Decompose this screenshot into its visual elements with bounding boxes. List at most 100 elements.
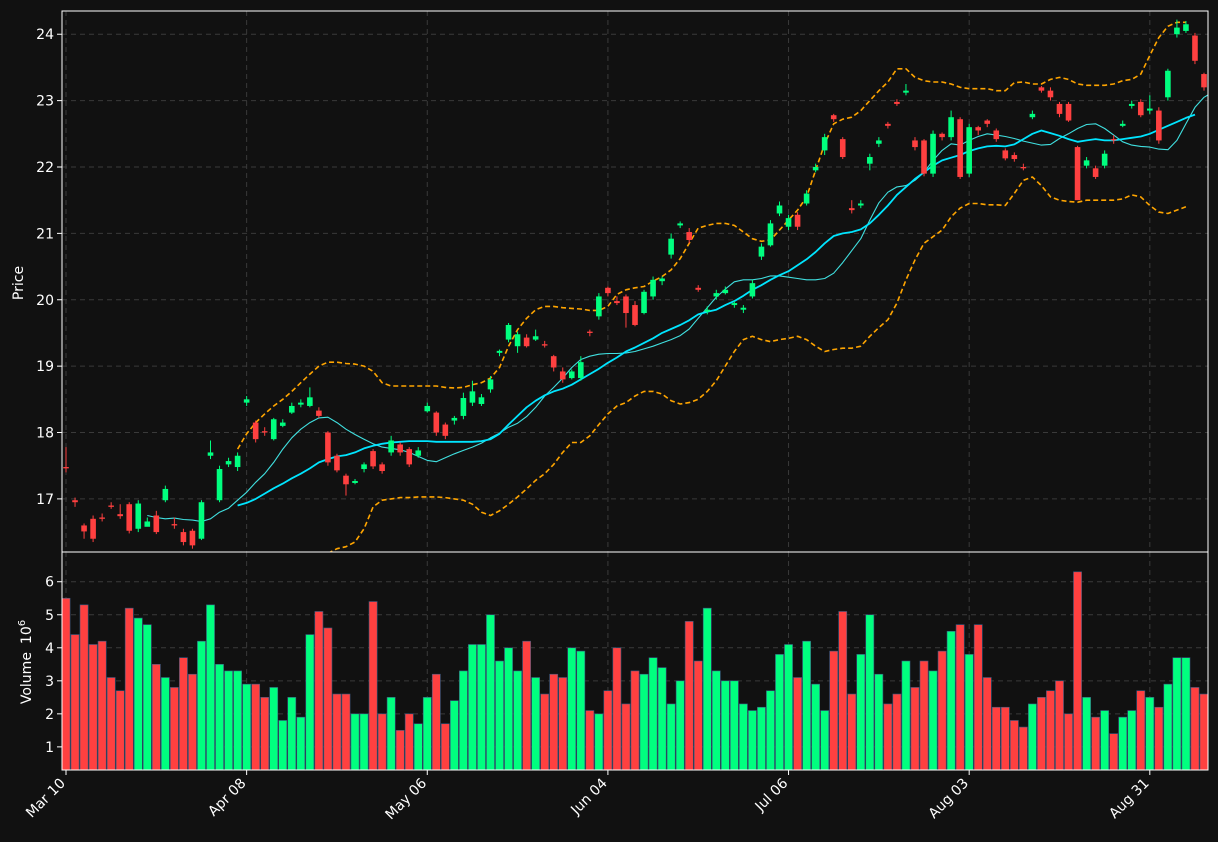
candle-body [1056, 103, 1063, 114]
candle-body [704, 309, 711, 312]
x-tick-label: Jun 04 [568, 775, 611, 818]
volume-bar [1163, 683, 1173, 771]
candle-body [921, 140, 927, 174]
fast-moving-average-line [147, 94, 1208, 523]
volume-bar [910, 687, 920, 771]
volume-bar [802, 640, 811, 771]
candle-body [180, 532, 187, 543]
price-tick-label: 21 [36, 226, 54, 242]
volume-bar [711, 670, 721, 771]
volume-bar [946, 630, 956, 771]
candle-body [334, 455, 340, 471]
volume-bar [197, 640, 206, 771]
volume-bar [1127, 710, 1137, 771]
candle-body [270, 419, 277, 440]
candle-body [496, 350, 503, 353]
volume-bar [305, 634, 315, 771]
candle-body [352, 480, 358, 483]
volume-bar [1154, 706, 1164, 771]
volume-bar [693, 660, 703, 771]
volume-bar [531, 677, 541, 771]
volume-bar [594, 713, 604, 771]
candle-body [605, 287, 611, 294]
volume-bar [350, 713, 360, 771]
volume-bar [386, 697, 396, 771]
volume-bar [459, 670, 468, 771]
volume-bar [892, 693, 902, 771]
candle-body [252, 422, 259, 440]
volume-bar [748, 710, 757, 771]
x-axis-ticks: Mar 10 Apr 08 May 06 Jun 04 Jul 06 Aug 03 Aug … [23, 770, 1153, 823]
lower-band-line [328, 176, 1187, 552]
price-tick-label: 23 [36, 94, 54, 110]
candle-body [469, 391, 476, 403]
candle-body [243, 399, 250, 403]
candle-body [72, 500, 78, 503]
volume-bar [215, 664, 224, 771]
candle-body [225, 461, 232, 465]
candle-body [812, 166, 819, 171]
candle-body [903, 90, 909, 93]
volume-bar [883, 703, 893, 771]
candle-body [1174, 27, 1180, 35]
volume-bar [124, 607, 134, 771]
candle-body [325, 432, 331, 463]
candle-body [1110, 139, 1117, 141]
price-tick-label: 22 [36, 160, 54, 176]
candle-body [876, 140, 882, 144]
volume-bar [1055, 680, 1064, 771]
candle-body [731, 303, 738, 306]
volume-bar [1037, 697, 1046, 771]
candle-body [198, 502, 205, 539]
price-y-axis-label: Price [11, 266, 27, 300]
candle-body [1183, 24, 1189, 31]
candle-body [153, 515, 160, 533]
candle-body [559, 371, 566, 380]
volume-bar [964, 654, 974, 771]
x-tick-label: Mar 10 [23, 776, 69, 822]
volume-bar [784, 644, 793, 771]
candle-body [532, 336, 539, 340]
candle-body [1065, 103, 1072, 121]
price-y-ticks: 17 18 19 20 21 22 23 24 [36, 27, 62, 508]
candle-body [596, 296, 602, 317]
candle-body [144, 521, 151, 527]
candle-body [162, 488, 169, 501]
volume-tick-label: 6 [45, 575, 54, 591]
candle-body [478, 397, 485, 404]
volume-bar [495, 660, 504, 771]
volume-bar [766, 690, 775, 771]
price-tick-label: 19 [36, 359, 54, 375]
candle-body [1119, 123, 1126, 126]
volume-bar [630, 670, 640, 771]
candle-body [1156, 110, 1162, 141]
volume-bar [296, 716, 306, 771]
volume-bar [702, 607, 712, 771]
upper-band-line [236, 21, 1186, 450]
volume-bar [97, 640, 107, 771]
candle-body [758, 246, 765, 257]
volume-bar [937, 650, 947, 771]
candle-body [1047, 90, 1054, 98]
volume-bar [486, 614, 495, 771]
volume-label-text: Volume [19, 652, 35, 704]
volume-bar [251, 683, 261, 771]
candle-body [442, 424, 449, 436]
volume-y-ticks: 1 2 3 4 5 6 [45, 575, 62, 756]
candle-body [234, 455, 241, 468]
volume-bar [603, 690, 613, 771]
volume-bar [567, 647, 577, 771]
volume-bar [106, 677, 116, 771]
volume-bar [314, 611, 324, 771]
volume-bar [341, 693, 351, 771]
volume-bar [79, 604, 89, 771]
volume-bar [1118, 716, 1128, 771]
volume-y-axis-label: Volume 106 [17, 620, 35, 704]
volume-bar [413, 723, 423, 771]
volume-bar [1181, 657, 1191, 771]
price-panel: 17 18 19 20 21 22 23 24 Price [11, 10, 1209, 553]
x-tick-label: Apr 08 [205, 776, 249, 820]
candle-body [578, 362, 584, 379]
volume-bar [757, 706, 766, 771]
bollinger-bands [236, 21, 1187, 552]
